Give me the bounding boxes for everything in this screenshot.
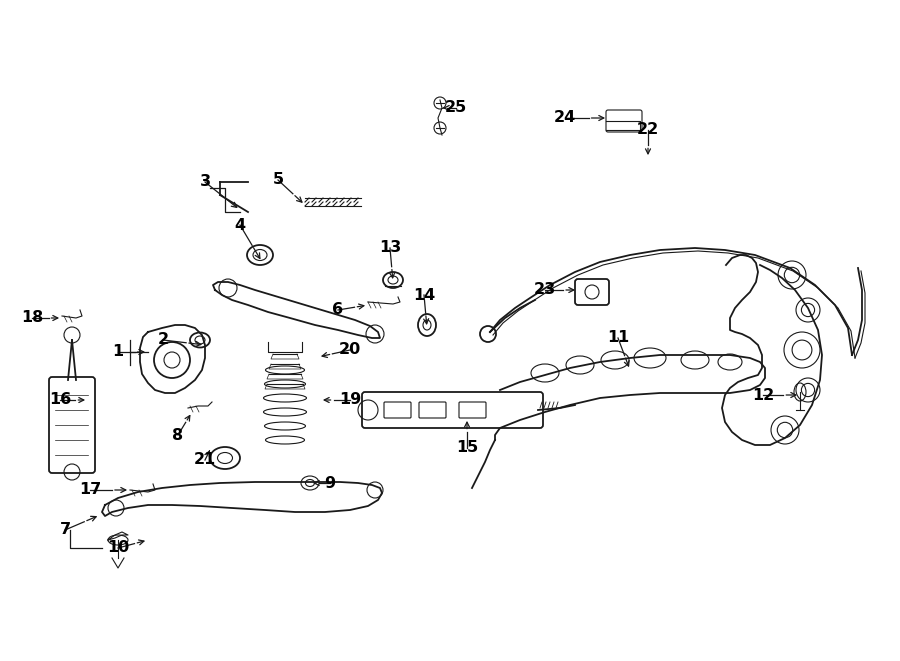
Text: 3: 3 — [200, 175, 211, 190]
Text: 17: 17 — [79, 483, 101, 498]
Text: 15: 15 — [456, 440, 478, 455]
Text: 20: 20 — [339, 342, 361, 358]
Text: 1: 1 — [112, 344, 123, 360]
Text: 16: 16 — [49, 393, 71, 407]
Text: 12: 12 — [752, 387, 774, 403]
Text: 24: 24 — [554, 110, 576, 126]
Text: 2: 2 — [158, 332, 168, 348]
Text: 6: 6 — [332, 303, 344, 317]
Text: 8: 8 — [173, 428, 184, 442]
Text: 23: 23 — [534, 282, 556, 297]
Text: 5: 5 — [273, 173, 284, 188]
Text: 4: 4 — [234, 217, 246, 233]
Text: 10: 10 — [107, 541, 129, 555]
Text: 9: 9 — [324, 475, 336, 490]
Text: 22: 22 — [637, 122, 659, 137]
Text: 11: 11 — [607, 330, 629, 346]
Text: 25: 25 — [445, 100, 467, 116]
Text: 19: 19 — [339, 393, 361, 407]
Text: 7: 7 — [59, 522, 70, 537]
Text: 21: 21 — [194, 453, 216, 467]
Text: 18: 18 — [21, 311, 43, 325]
Text: 14: 14 — [413, 288, 435, 303]
Text: 13: 13 — [379, 241, 401, 256]
